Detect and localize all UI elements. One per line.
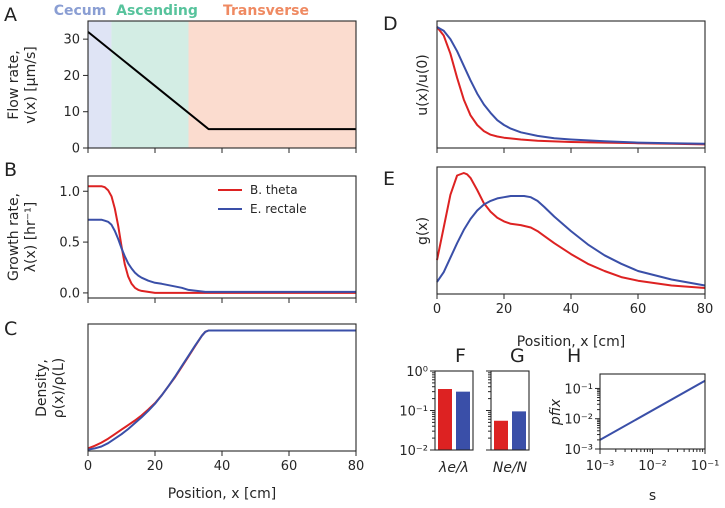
- y-tick-label-h: 10⁻³: [564, 443, 593, 458]
- y-tick-label-a: 30: [63, 33, 80, 48]
- panel-letter-f: F: [455, 345, 466, 367]
- x-tick-label-c: 40: [214, 459, 231, 474]
- panel-g: Ne/N: [486, 370, 530, 476]
- panel-c: 0 20 40 60 80 Density,ρ(x)/ρ(L) Position, x [c…: [34, 323, 365, 502]
- x-axis-label-c: Position, x [cm]: [168, 486, 276, 502]
- y-axis-label-line2-a: v(x) [μm/s]: [23, 46, 39, 123]
- series-line-e-b-theta: [436, 172, 706, 289]
- y-axis-label-a: Flow rate,v(x) [μm/s]: [6, 46, 39, 123]
- axis-frame-b: [87, 175, 357, 299]
- series-line-d-e-rectale: [436, 26, 706, 145]
- x-tick-label-c: 80: [348, 459, 365, 474]
- panel-h: 10⁻³10⁻³ 10⁻² 10⁻² 10⁻¹ 10⁻¹ s pfix: [548, 373, 720, 504]
- y-axis-label-line2-c: ρ(x)/ρ(L): [51, 358, 67, 418]
- x-tick-label-h: 10⁻¹: [691, 459, 720, 474]
- region-label-transverse: Transverse: [223, 3, 309, 19]
- legend-label-b-theta: B. theta: [250, 183, 298, 197]
- y-tick-label-h: 10⁻¹: [564, 382, 593, 397]
- y-tick-label-f: 10⁻²: [399, 444, 428, 459]
- region-label-ascending: Ascending: [116, 3, 198, 19]
- y-axis-label-c: Density,ρ(x)/ρ(L): [34, 358, 67, 418]
- y-axis-label-d: u(x)/u(0): [415, 54, 431, 116]
- y-tick-label-a: 0: [72, 142, 80, 157]
- x-tick-label-c: 0: [84, 459, 92, 474]
- axis-frame-c: [87, 323, 357, 452]
- y-axis-label-h: pfix: [548, 398, 564, 426]
- series-line-b-b-theta: [88, 185, 356, 294]
- x-tick-label-e: 20: [496, 302, 513, 317]
- y-axis-label-line1-b: Growth rate,: [6, 193, 22, 281]
- y-axis-label-b: Growth rate,λ(x) [hr⁻¹]: [6, 193, 39, 281]
- plots: Cecum Ascending Transverse 0 10 20 30 Flow rate…: [6, 3, 719, 504]
- x-axis-label-g: Ne/N: [493, 460, 528, 476]
- axis-frame-d: [436, 20, 706, 149]
- x-tick-label-h: 10⁻²: [638, 459, 667, 474]
- panel-letter-a: A: [4, 4, 17, 26]
- region-ascending: [111, 21, 189, 148]
- bar-f-e-rectale: [456, 391, 470, 450]
- bar-g-e-rectale: [512, 411, 526, 450]
- panel-letter-e: E: [383, 168, 395, 190]
- x-tick-label-e: 80: [697, 302, 714, 317]
- panel-letter-d: D: [383, 13, 398, 35]
- legend-label-e-rectale: E. rectale: [250, 202, 307, 216]
- series-line-c-e-rectale: [87, 329, 356, 451]
- panel-a: Cecum Ascending Transverse 0 10 20 30 Flow rate…: [6, 3, 357, 157]
- series-line-c-b-theta: [87, 329, 356, 450]
- x-tick-label-e: 40: [563, 302, 580, 317]
- region-label-cecum: Cecum: [54, 3, 107, 19]
- y-tick-label-b: 0.5: [59, 236, 80, 251]
- y-tick-label-b: 1.0: [59, 185, 80, 200]
- y-tick-label-f: 10⁻¹: [399, 405, 428, 420]
- series-line-d-b-theta: [436, 26, 706, 146]
- bar-f-b-theta: [438, 389, 452, 450]
- series-line-a-flow: [87, 31, 356, 131]
- panel-letter-c: C: [4, 318, 17, 340]
- y-axis-label-line1-a: Flow rate,: [6, 50, 22, 119]
- panel-e: 0 20 40 60 80 g(x) Position, x [cm]: [415, 166, 714, 350]
- panel-letter-b: B: [4, 159, 17, 181]
- x-axis-label-f: λe/λ: [438, 460, 469, 476]
- y-tick-label-h: 10⁻²: [564, 413, 593, 428]
- panel-f: 10⁻² 10⁻¹ 10⁰ λe/λ: [399, 365, 474, 476]
- y-tick-label-f: 10⁰: [406, 365, 428, 380]
- axis-frame-h: [599, 373, 706, 450]
- y-tick-label-a: 10: [63, 105, 80, 120]
- x-axis-label-h: s: [649, 488, 656, 504]
- y-axis-label-e: g(x): [415, 217, 431, 245]
- y-axis-label-line1-c: Density,: [34, 359, 50, 417]
- x-tick-label-h: 10⁻³: [586, 459, 615, 474]
- series-line-h-pfix: [599, 379, 706, 441]
- y-axis-label-line2-b: λ(x) [hr⁻¹]: [23, 202, 39, 273]
- region-cecum: [88, 21, 112, 148]
- x-tick-label-c: 20: [147, 459, 164, 474]
- y-tick-label-a: 20: [63, 69, 80, 84]
- series-line-b-e-rectale: [88, 218, 356, 293]
- x-tick-label-e: 0: [433, 302, 441, 317]
- series-line-e-e-rectale: [436, 195, 706, 287]
- y-tick-label-b: 0.0: [59, 286, 80, 301]
- x-tick-label-e: 60: [630, 302, 647, 317]
- panel-d: u(x)/u(0): [415, 20, 706, 153]
- bar-g-b-theta: [494, 420, 508, 450]
- region-transverse: [188, 21, 356, 148]
- x-axis-label-e: Position, x [cm]: [517, 334, 625, 350]
- panel-letter-g: G: [510, 345, 525, 367]
- x-tick-label-c: 60: [281, 459, 298, 474]
- panel-letter-h: H: [567, 345, 581, 367]
- panel-b: 0.0 0.5 1.0 Growth rate,λ(x) [hr⁻¹] B. theta…: [6, 175, 357, 303]
